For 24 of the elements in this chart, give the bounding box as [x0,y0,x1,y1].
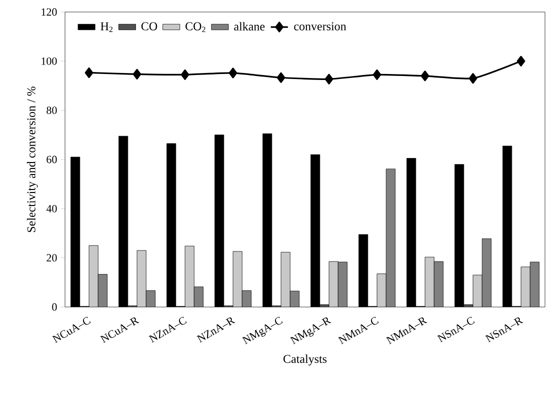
y-tick-label: 120 [42,8,57,16]
y-tick-label: 40 [46,204,57,212]
point [132,68,142,80]
y-tick-label: 100 [42,57,57,65]
y-tick-label: 0 [52,303,57,311]
point [420,70,430,82]
legend-label: alkane [234,22,265,31]
point [276,72,286,83]
legend-label: conversion [294,22,346,30]
y-tick-label: 20 [46,254,57,262]
point [180,69,190,80]
y-axis-title: Selectivity and conversion / % [26,86,38,232]
point [228,68,238,78]
legend-label: CO$_{2}$ [186,22,206,32]
legend-label: H$_{2}$ [100,22,113,32]
point [468,73,478,84]
point [324,74,334,84]
x-axis-title: Catalysts [283,354,327,366]
point [372,69,382,80]
y-tick-label: 80 [46,106,57,114]
y-tick-label: 60 [46,156,57,164]
point [84,67,94,78]
legend-label: CO [141,22,158,30]
point [516,56,526,66]
